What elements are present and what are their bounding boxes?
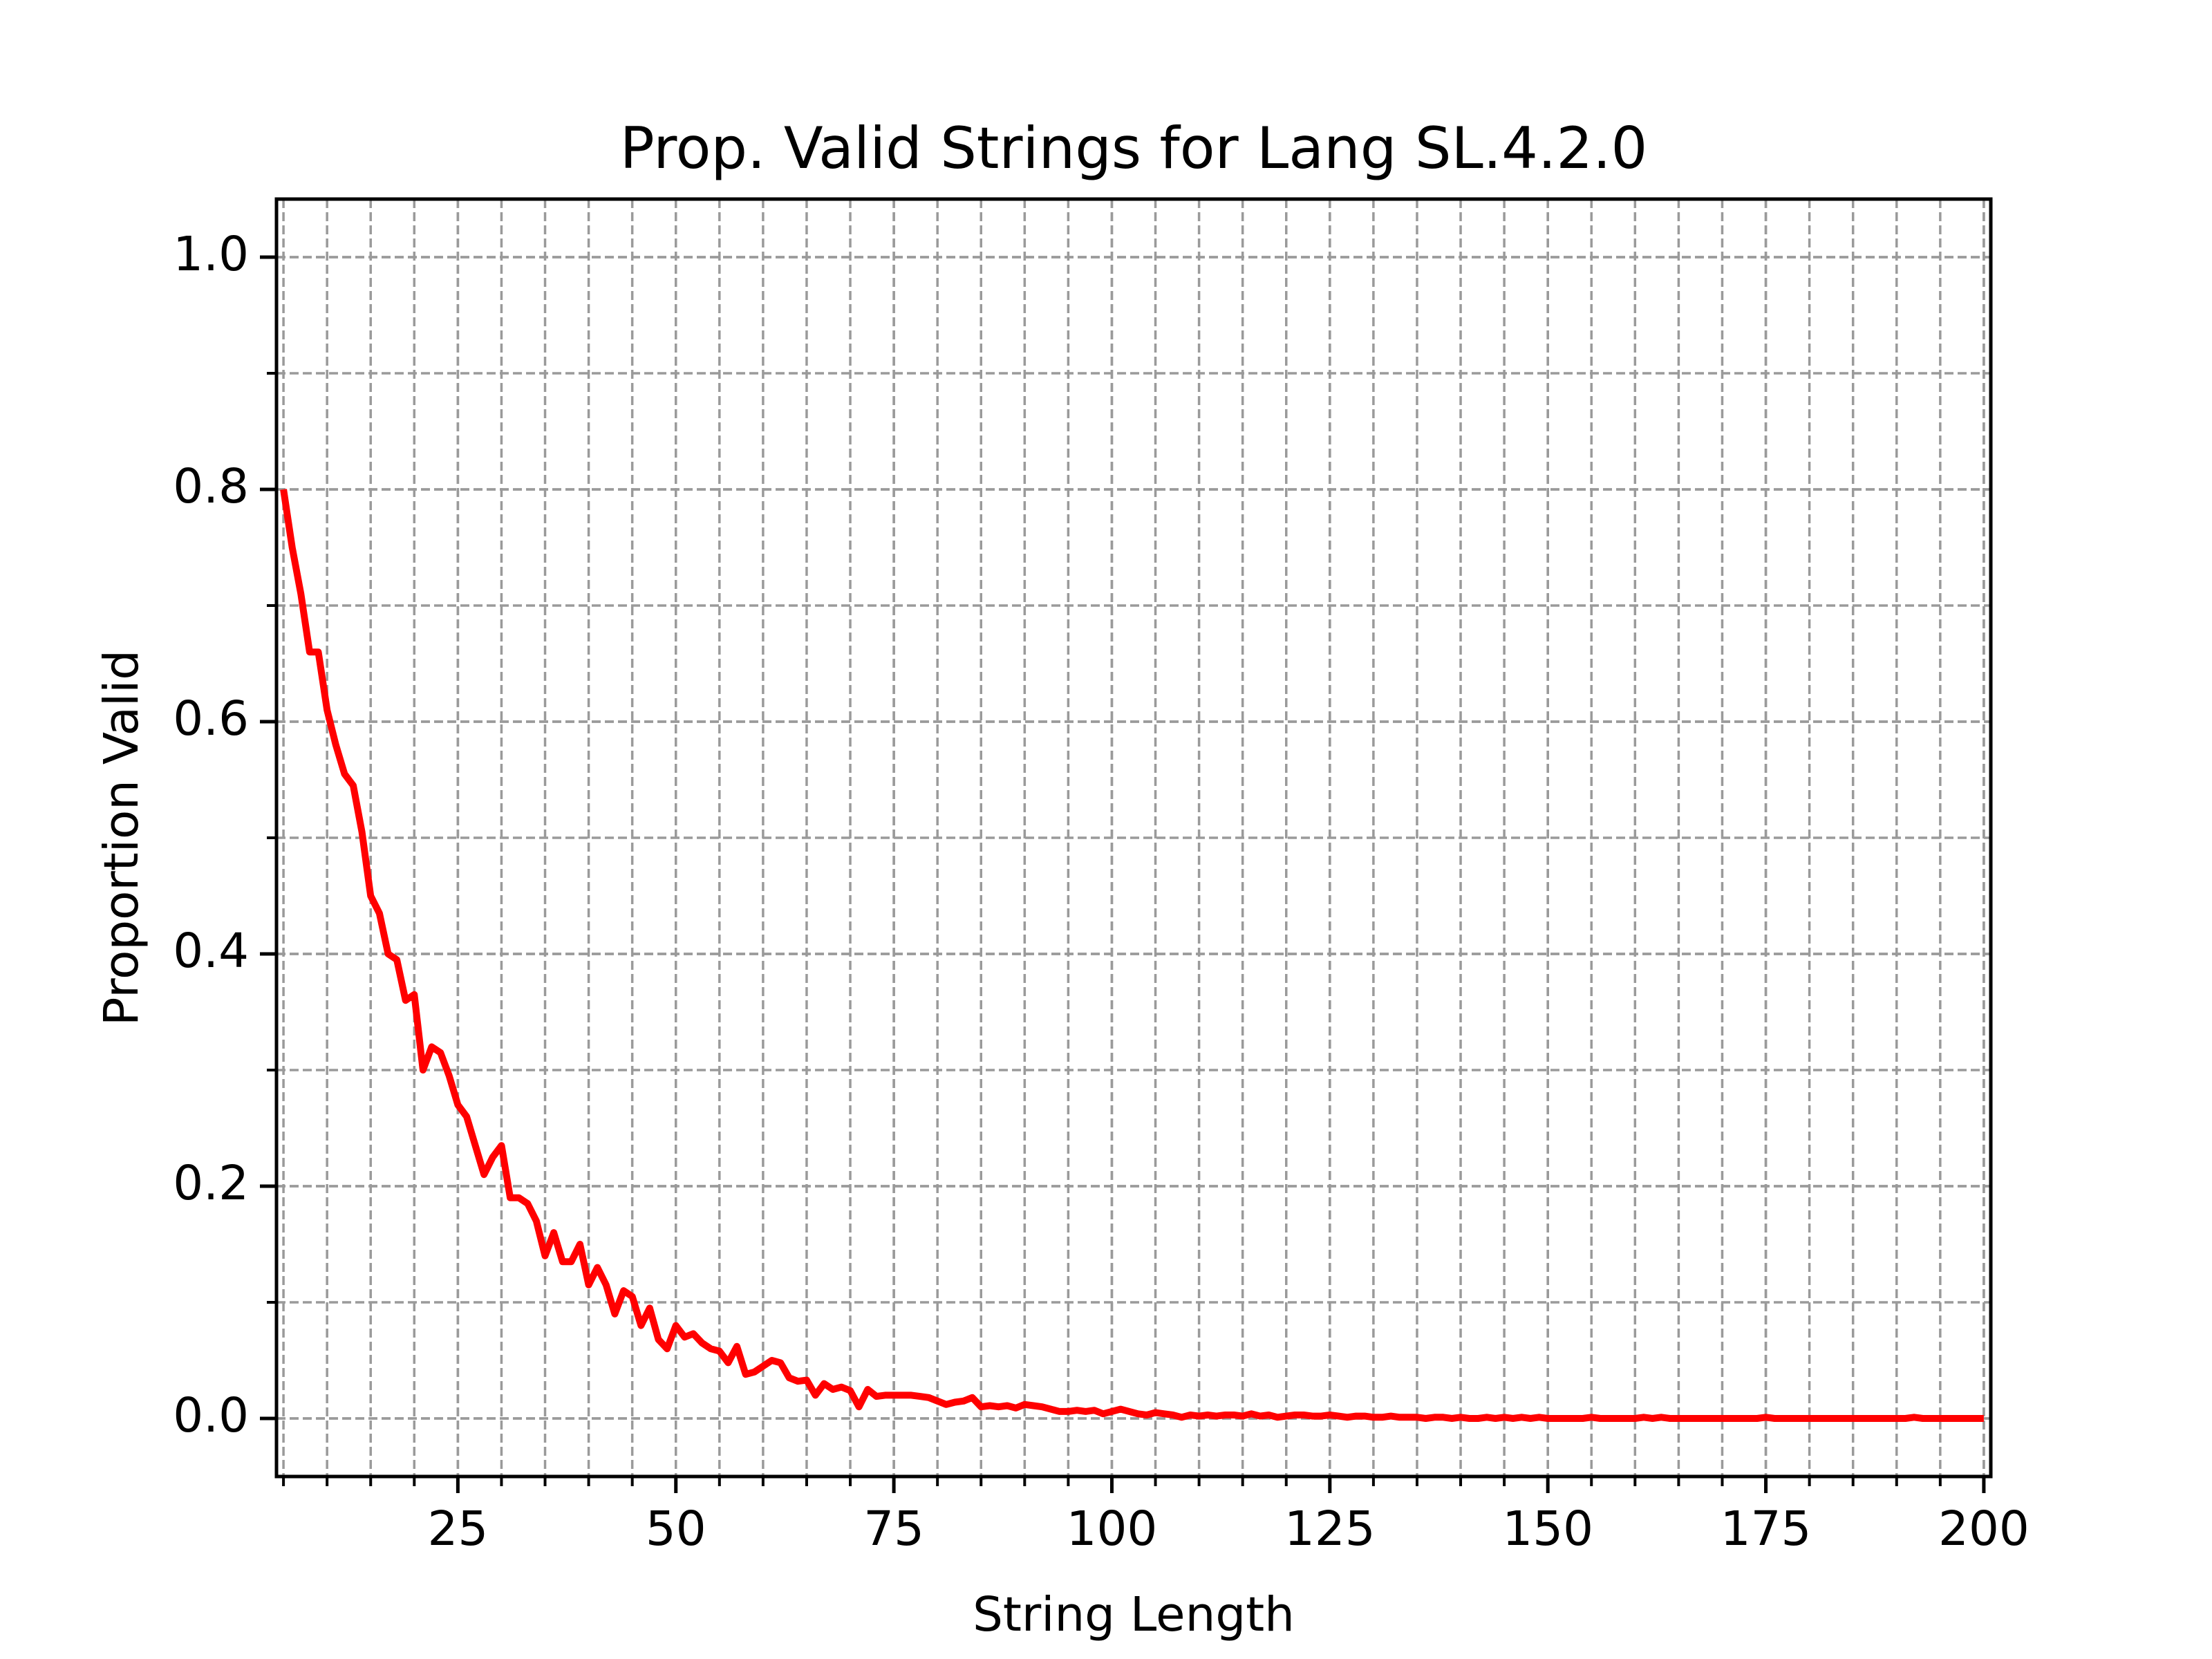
x-tick-label: 25 <box>427 1501 488 1557</box>
line-series <box>280 489 1984 1422</box>
x-tick-label: 150 <box>1502 1501 1593 1557</box>
x-tick-label: 175 <box>1721 1501 1812 1557</box>
x-tick-label: 100 <box>1067 1501 1158 1557</box>
x-axis-label: String Length <box>973 1587 1295 1642</box>
chart-title: Prop. Valid Strings for Lang SL.4.2.0 <box>620 115 1648 182</box>
y-tick-label: 0.8 <box>173 459 249 514</box>
x-tick-label: 200 <box>1938 1501 2030 1557</box>
y-tick-label: 0.0 <box>173 1388 249 1443</box>
x-tick-label: 125 <box>1284 1501 1376 1557</box>
y-tick-label: 0.4 <box>173 924 249 979</box>
x-tick-label: 75 <box>863 1501 924 1557</box>
plot-frame <box>274 197 1993 1479</box>
y-tick-label: 1.0 <box>173 227 249 282</box>
y-tick-label: 0.6 <box>173 691 249 747</box>
x-tick-label: 50 <box>646 1501 706 1557</box>
y-axis-label: Proportion Valid <box>94 650 149 1026</box>
y-tick-label: 0.2 <box>173 1156 249 1211</box>
